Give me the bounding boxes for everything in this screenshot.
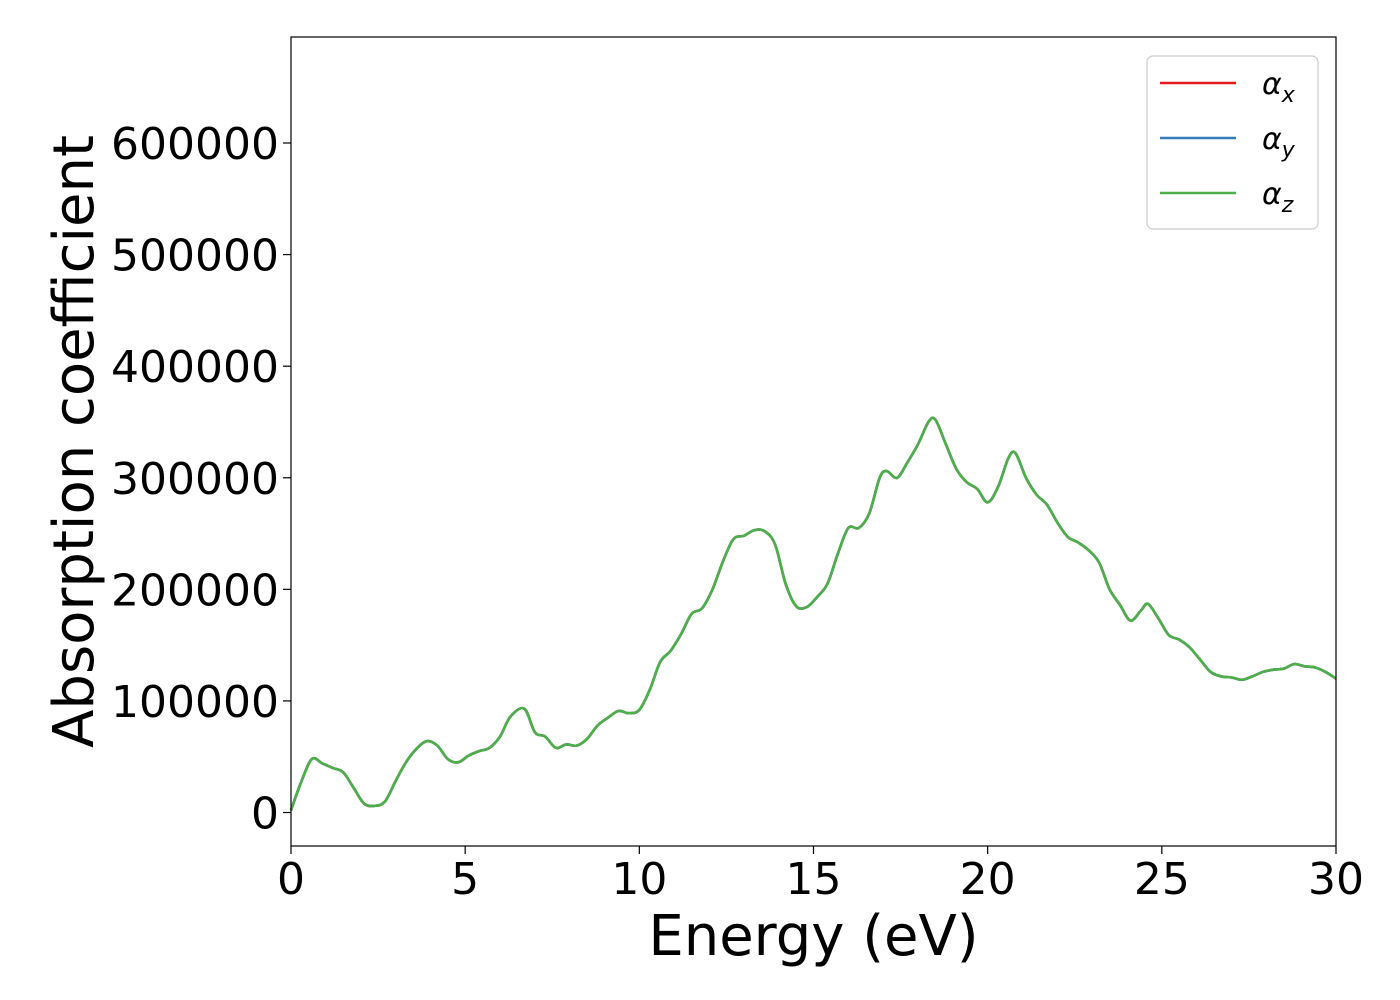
y-tick-label: 300000 <box>111 454 279 505</box>
legend-label-x: αx <box>1262 67 1296 108</box>
x-tick-label: 15 <box>786 854 842 905</box>
legend-label-y: αy <box>1262 122 1296 163</box>
y-axis-title: Absorption coefficient <box>42 135 107 748</box>
x-tick-label: 10 <box>611 854 667 905</box>
ticks-layer: 0 5 10 15 20 25 30 0 100000 200000 300000 400000 500… <box>111 119 1364 905</box>
y-tick-label: 200000 <box>111 565 279 616</box>
series-line-y <box>289 416 1337 811</box>
x-tick-label: 5 <box>451 854 479 905</box>
y-tick-label: 400000 <box>111 342 279 393</box>
y-tick-label: 0 <box>251 789 279 840</box>
x-axis-title: Energy (eV) <box>648 904 978 969</box>
legend-box <box>1146 55 1319 230</box>
legend: αx αy αz <box>1146 55 1319 230</box>
series-line-z <box>289 416 1337 811</box>
x-tick-label: 20 <box>960 854 1016 905</box>
y-tick-label: 100000 <box>111 677 279 728</box>
x-tick-label: 30 <box>1308 854 1364 905</box>
series-line-x <box>289 416 1337 811</box>
y-tick-label: 500000 <box>111 231 279 282</box>
x-tick-label: 0 <box>277 854 305 905</box>
series-layer <box>289 416 1337 811</box>
x-tick-label: 25 <box>1134 854 1190 905</box>
y-tick-label: 600000 <box>111 119 279 170</box>
legend-label-z: αz <box>1262 177 1294 218</box>
